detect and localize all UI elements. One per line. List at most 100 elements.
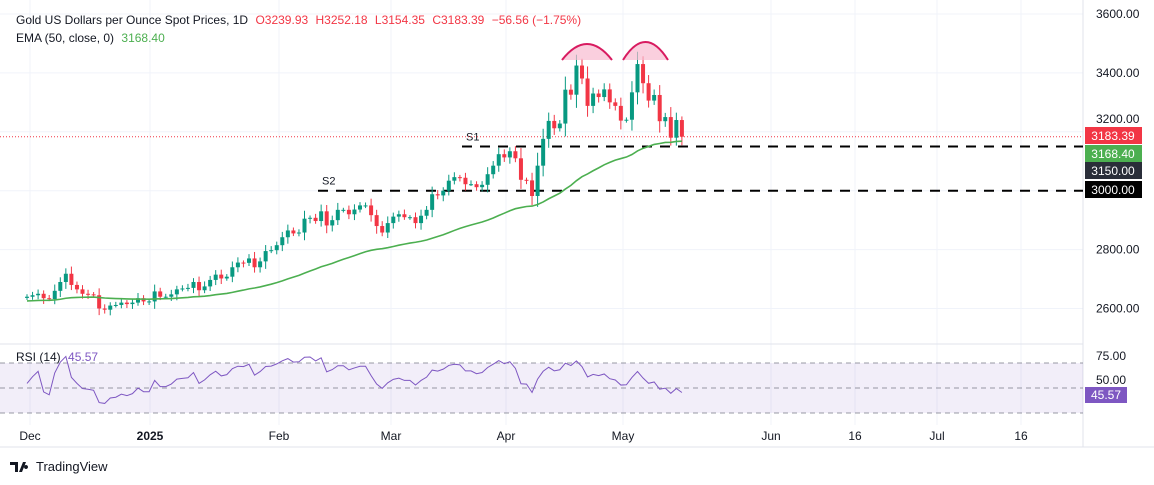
rsi-tick: 50.00: [1096, 373, 1126, 387]
s2-price-label-bg: [1085, 181, 1142, 198]
candle-body: [191, 281, 196, 288]
candle-body: [224, 276, 229, 279]
candle-body: [369, 205, 374, 216]
candle-body: [413, 217, 418, 224]
candle-body: [591, 93, 596, 106]
time-tick: 16: [848, 429, 862, 443]
rsi-legend: RSI (14) 45.57: [16, 350, 102, 364]
candle-body: [430, 194, 435, 210]
candle-body: [535, 165, 540, 197]
candle-body: [635, 64, 640, 93]
ema-label: EMA (50, close, 0): [16, 31, 115, 45]
ema-legend: EMA (50, close, 0) 3168.40: [16, 31, 169, 45]
price-tick: 3400.00: [1096, 66, 1140, 80]
candle-body: [624, 119, 629, 121]
symbol-title: Gold US Dollars per Ounce Spot Prices, 1…: [16, 13, 249, 27]
candle-body: [679, 120, 684, 137]
candle-body: [380, 226, 385, 233]
candle-body: [263, 251, 268, 262]
candle-body: [641, 64, 646, 84]
candle-body: [30, 295, 35, 297]
candle-body: [69, 273, 74, 285]
last-price-label: 3183.39: [1091, 129, 1135, 143]
candle-body: [174, 289, 179, 295]
candle-body: [296, 232, 301, 234]
candle-body: [496, 154, 501, 166]
tradingview-logo[interactable]: TradingView: [10, 459, 108, 474]
candle-body: [47, 298, 52, 300]
ema-value: 3168.40: [121, 31, 165, 45]
candle-body: [358, 205, 362, 210]
candle-body: [485, 174, 490, 185]
time-tick: Dec: [19, 429, 40, 443]
candle-body: [202, 286, 207, 291]
candle-body: [241, 262, 246, 264]
time-tick: Jun: [761, 429, 780, 443]
candle-body: [130, 302, 135, 305]
candle-body: [136, 298, 140, 303]
candle-body: [124, 302, 129, 305]
candle-body: [158, 291, 163, 297]
candle-body: [402, 214, 407, 218]
candle-body: [91, 294, 96, 296]
candle-body: [563, 89, 568, 124]
candle-body: [435, 194, 440, 196]
candle-body: [335, 209, 340, 221]
candle-body: [285, 230, 290, 238]
candle-body: [102, 308, 107, 310]
candle-body: [219, 274, 224, 279]
price-tick: 3600.00: [1096, 7, 1140, 21]
candle-body: [652, 94, 657, 101]
candle-body: [258, 261, 263, 268]
candle-body: [291, 230, 296, 234]
candle-body: [341, 209, 346, 211]
candle-body: [319, 211, 324, 222]
candle-body: [41, 293, 46, 299]
last-price-label-bg: [1085, 127, 1142, 144]
candle-body: [629, 92, 634, 120]
ema-line: [26, 140, 682, 302]
candle-body: [663, 117, 668, 122]
candle-body: [530, 180, 535, 197]
candle-body: [113, 304, 118, 306]
candle-body: [480, 184, 485, 188]
ema-price-label: 3168.40: [1091, 147, 1135, 161]
time-tick: 16: [1014, 429, 1028, 443]
candle-body: [152, 291, 157, 302]
candle-body: [230, 267, 235, 277]
time-tick: 2025: [137, 429, 164, 443]
candle-body: [613, 102, 618, 106]
candle-body: [502, 154, 507, 158]
rsi-line: [26, 355, 683, 404]
candle-body: [197, 281, 202, 291]
candle-body: [313, 217, 318, 222]
candle-body: [346, 209, 351, 215]
candle-body: [385, 223, 390, 233]
candle-body: [330, 220, 335, 226]
candle-body: [618, 105, 623, 121]
candle-body: [374, 215, 379, 227]
s2-price-label: 3000.00: [1091, 183, 1135, 197]
double-top-arc: [561, 43, 613, 61]
candle-body: [469, 184, 473, 186]
candle-body: [441, 190, 446, 196]
candle-body: [596, 93, 601, 98]
rsi-value-label: 45.57: [1091, 388, 1121, 402]
candle-body: [424, 209, 429, 216]
time-tick: Feb: [269, 429, 290, 443]
candle-body: [308, 217, 313, 219]
s1-price-label-bg: [1085, 162, 1142, 179]
candle-body: [352, 209, 357, 215]
candle-body: [580, 65, 584, 79]
time-tick: Mar: [381, 429, 402, 443]
candle-body: [36, 293, 41, 296]
candle-body: [657, 94, 662, 122]
ema-price-label-bg: [1085, 145, 1142, 162]
candle-body: [208, 279, 213, 287]
rsi-tick: 75.00: [1096, 349, 1126, 363]
candle-body: [274, 245, 279, 251]
rsi-value: 45.57: [68, 350, 99, 364]
ohlc-high: H3252.18: [315, 13, 368, 27]
candle-body: [63, 273, 68, 282]
